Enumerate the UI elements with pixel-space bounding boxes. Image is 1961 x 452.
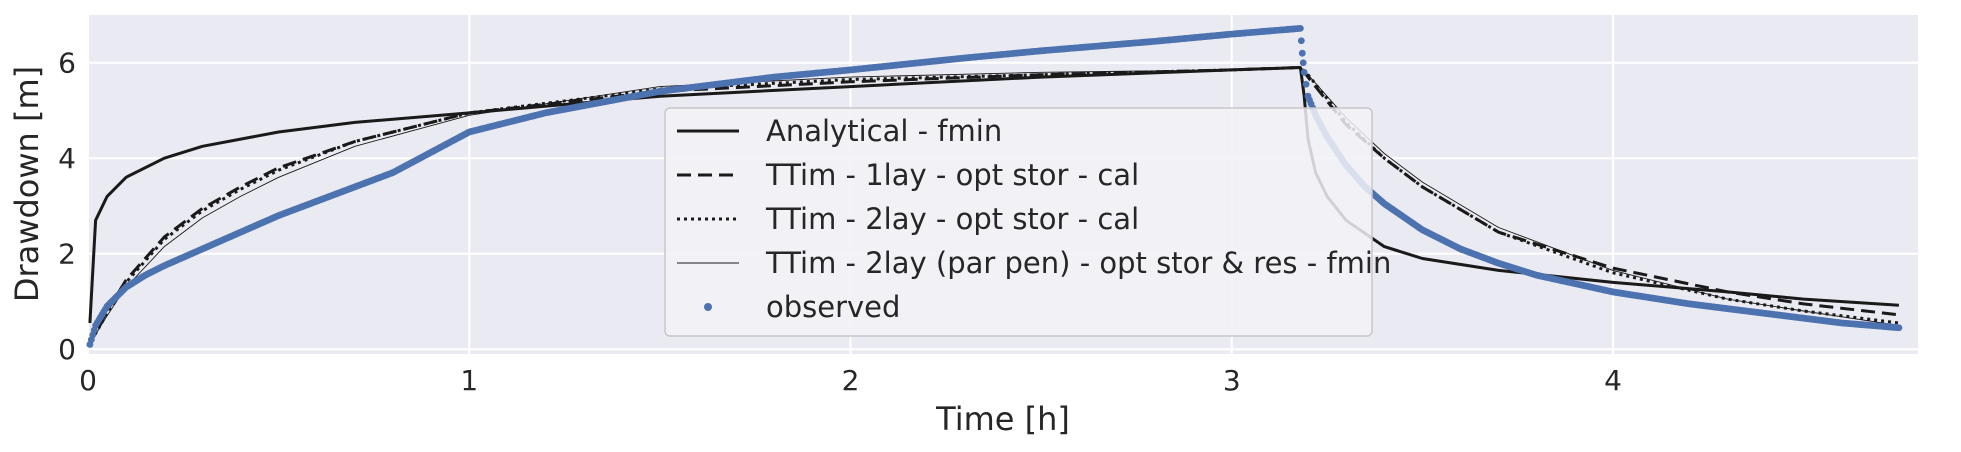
legend-label-1: TTim - 1lay - opt stor - cal — [765, 158, 1139, 192]
observed-point-1136 — [1895, 324, 1903, 332]
legend-label-2: TTim - 2lay - opt stor - cal — [765, 202, 1139, 236]
y-axis-label: Drawdown [m] — [8, 66, 46, 302]
y-tick-label-0: 0 — [58, 333, 76, 366]
x-axis-label: Time [h] — [935, 400, 1070, 438]
legend-label-4: observed — [766, 290, 900, 324]
x-tick-label-3: 3 — [1223, 364, 1241, 397]
observed-point-762 — [1300, 68, 1308, 76]
observed-point-761 — [1299, 59, 1307, 67]
x-tick-label-0: 0 — [79, 364, 97, 397]
tick-labels: 0 1 2 3 4 0 2 4 6 — [58, 47, 1622, 397]
legend-label-3: TTim - 2lay (par pen) - opt stor & res -… — [765, 246, 1391, 280]
observed-point-758 — [1296, 24, 1304, 32]
x-tick-label-1: 1 — [460, 364, 478, 397]
observed-point-759 — [1297, 37, 1305, 45]
x-tick-label-2: 2 — [842, 364, 860, 397]
x-tick-label-4: 4 — [1604, 364, 1622, 397]
y-tick-label-1: 2 — [58, 238, 76, 271]
y-tick-label-2: 4 — [58, 142, 76, 175]
observed-point-760 — [1298, 49, 1306, 57]
legend-box — [664, 107, 1373, 337]
y-tick-label-3: 6 — [58, 47, 76, 80]
series-line-3 — [87, 67, 1899, 348]
observed-point-763 — [1302, 80, 1310, 88]
legend-label-0: Analytical - fmin — [766, 114, 1002, 148]
legend-swatch-4 — [704, 303, 712, 311]
legend: Analytical - fmin TTim - 1lay - opt stor … — [664, 107, 1391, 337]
